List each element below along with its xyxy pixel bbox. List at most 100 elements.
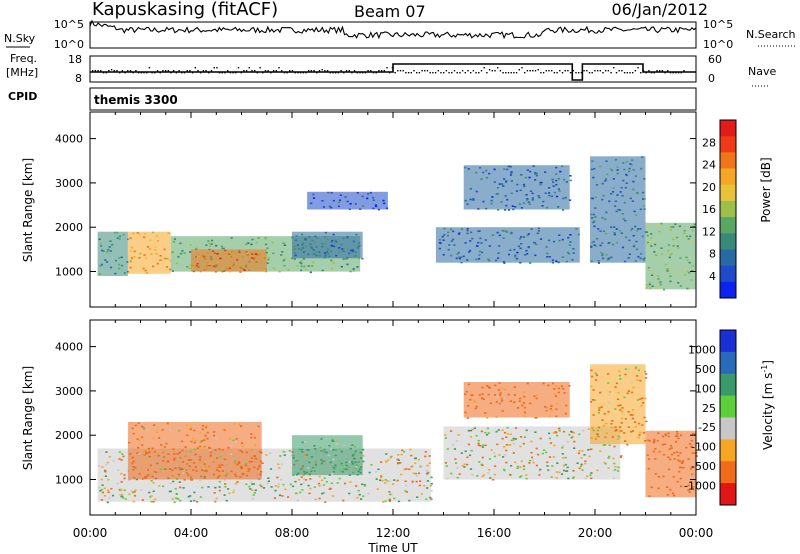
power-cell xyxy=(635,214,638,216)
nave-point xyxy=(669,72,672,74)
power-cell xyxy=(622,162,625,164)
velocity-cell xyxy=(550,404,553,406)
velocity-cell xyxy=(652,450,655,453)
colorbar-segment xyxy=(720,200,736,218)
velocity-cell xyxy=(381,479,384,482)
velocity-cell xyxy=(488,387,491,389)
velocity-cell xyxy=(188,465,191,467)
power-cell xyxy=(204,255,207,258)
nave-point xyxy=(310,70,313,72)
velocity-cell xyxy=(218,489,221,492)
velocity-cell xyxy=(429,496,432,499)
power-cell xyxy=(548,194,551,197)
power-cell xyxy=(447,248,450,251)
power-cell xyxy=(264,243,268,246)
velocity-cell xyxy=(227,488,230,490)
power-cell xyxy=(506,198,509,201)
nave-point xyxy=(418,72,421,74)
ytick-label: 4000 xyxy=(55,133,83,146)
velocity-cell xyxy=(308,492,311,495)
velocity-cell xyxy=(590,472,593,474)
power-cell xyxy=(561,256,564,258)
velocity-cell xyxy=(357,470,360,472)
nave-point xyxy=(97,70,99,72)
velocity-cell xyxy=(245,451,248,454)
power-cell xyxy=(358,242,361,244)
velocity-cell xyxy=(624,418,627,420)
velocity-cell xyxy=(430,476,433,479)
velocity-cell xyxy=(266,482,269,485)
power-cell xyxy=(210,243,213,245)
power-cell xyxy=(544,171,547,173)
power-cell xyxy=(460,261,463,264)
velocity-cell xyxy=(426,487,429,489)
velocity-cell xyxy=(495,401,498,403)
power-cell xyxy=(668,256,671,259)
velocity-cell xyxy=(619,409,622,411)
velocity-cell xyxy=(470,394,473,396)
nave-point xyxy=(316,72,318,74)
velocity-cell xyxy=(487,432,490,434)
power-cell xyxy=(605,178,608,180)
velocity-cell xyxy=(680,462,683,464)
velocity-cell xyxy=(653,438,656,441)
velocity-cell xyxy=(219,455,222,458)
power-cell xyxy=(331,267,334,270)
power-cell xyxy=(101,249,104,252)
velocity-cell xyxy=(190,426,193,429)
power-cell xyxy=(490,202,493,205)
velocity-cell xyxy=(132,469,135,471)
power-cell xyxy=(211,250,214,252)
power-cell xyxy=(539,238,543,240)
velocity-cell xyxy=(405,484,408,487)
power-cell xyxy=(251,253,254,255)
power-cell xyxy=(568,252,571,255)
power-cell xyxy=(622,218,625,220)
velocity-cell xyxy=(250,480,253,483)
velocity-cell xyxy=(553,393,556,396)
power-cell xyxy=(300,262,303,265)
velocity-cell xyxy=(486,384,489,387)
velocity-cell xyxy=(152,500,155,503)
power-cell xyxy=(266,247,269,249)
velocity-cell xyxy=(639,431,642,434)
power-cell xyxy=(643,259,646,262)
velocity-cell xyxy=(617,435,620,438)
power-cell xyxy=(678,225,681,227)
power-cell xyxy=(455,257,458,260)
velocity-cell xyxy=(685,446,688,449)
velocity-cell xyxy=(498,454,501,456)
velocity-cell xyxy=(509,473,512,476)
velocity-cell xyxy=(412,472,415,475)
velocity-cell xyxy=(235,438,238,440)
velocity-cell xyxy=(691,473,694,476)
velocity-cell xyxy=(252,494,255,496)
velocity-cell xyxy=(549,407,552,410)
velocity-cell xyxy=(632,409,635,411)
power-cell xyxy=(330,191,333,194)
power-cell xyxy=(356,266,359,268)
power-cell xyxy=(615,228,618,230)
power-cell xyxy=(133,256,136,258)
velocity-colorbar-title: Velocity [m s-1] xyxy=(760,360,775,450)
power-cell xyxy=(123,272,126,274)
velocity-cell xyxy=(403,450,406,453)
velocity-cell xyxy=(399,462,402,464)
power-cell xyxy=(342,237,345,240)
power-cell xyxy=(537,195,540,197)
velocity-cell xyxy=(256,468,259,470)
velocity-cell xyxy=(469,429,472,432)
power-cell xyxy=(205,244,208,246)
power-cell xyxy=(623,201,626,204)
power-cell xyxy=(246,252,249,254)
time-tick-label: 12:00 xyxy=(376,526,411,540)
velocity-cell xyxy=(463,466,466,468)
power-cell xyxy=(351,250,355,253)
velocity-cell xyxy=(619,378,622,380)
velocity-cell xyxy=(580,457,583,459)
power-cell xyxy=(591,168,594,171)
velocity-cell xyxy=(349,481,352,483)
nave-point xyxy=(189,70,191,72)
power-cell xyxy=(372,207,375,210)
power-cell xyxy=(514,254,517,257)
